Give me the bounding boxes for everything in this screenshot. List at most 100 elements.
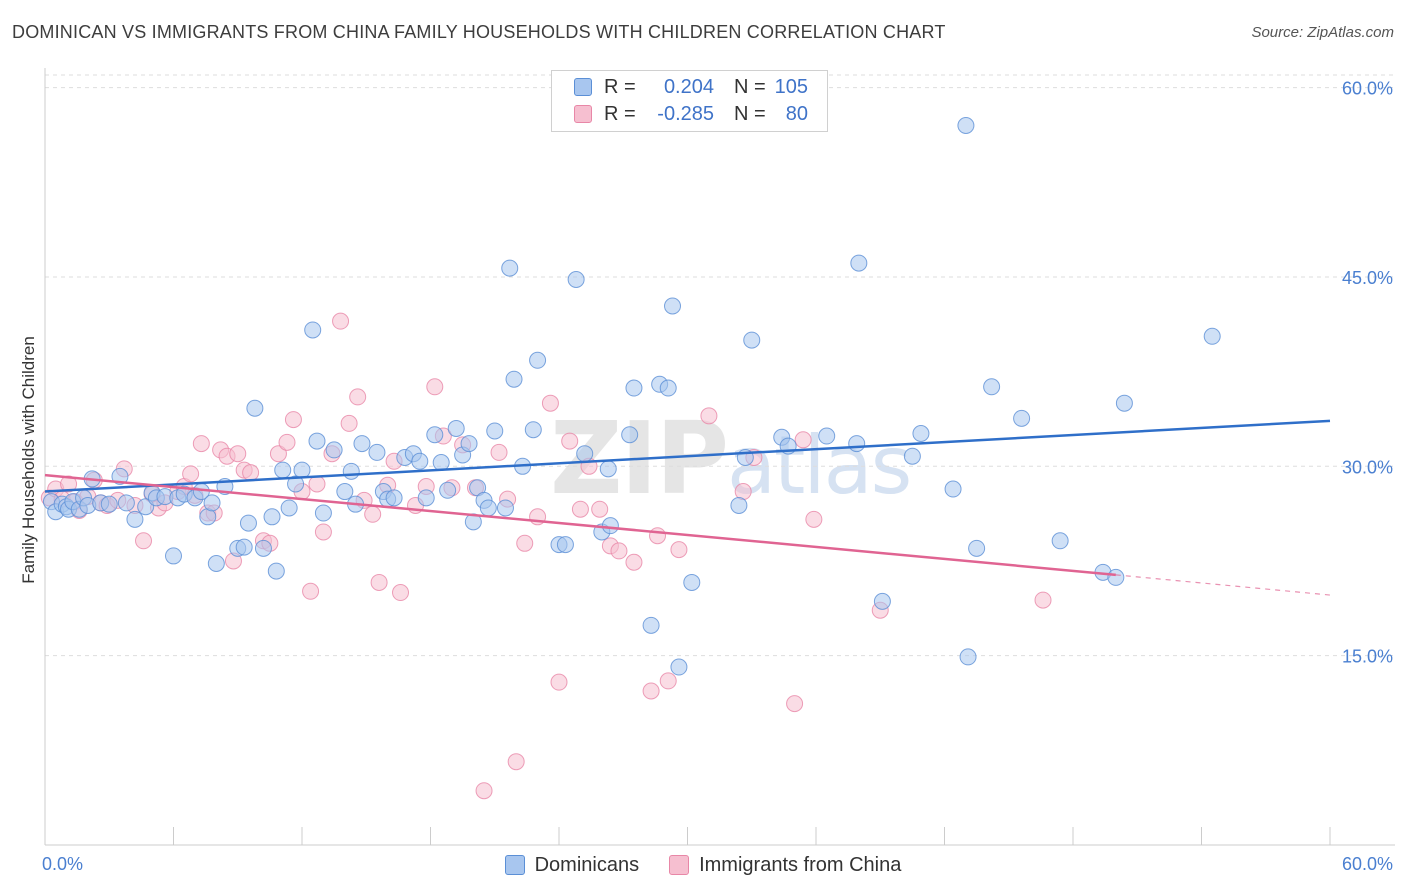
data-point-china	[550, 673, 568, 691]
legend-n-label: N =	[734, 102, 766, 125]
data-point-dominicans	[246, 399, 264, 417]
legend-r-label: R =	[604, 75, 636, 98]
y-tick-label: 30.0%	[1342, 457, 1393, 477]
data-point-dominicans	[556, 536, 574, 554]
data-point-dominicans	[486, 422, 504, 440]
trend-line-china-extension	[1115, 574, 1331, 596]
legend-label-china: Immigrants from China	[699, 853, 902, 876]
grid-layer	[45, 74, 1395, 657]
data-point-china	[700, 407, 718, 425]
data-point-dominicans	[670, 658, 688, 676]
data-point-dominicans	[280, 499, 298, 517]
data-point-dominicans	[411, 452, 429, 470]
data-point-dominicans	[1051, 532, 1069, 550]
data-point-dominicans	[274, 461, 292, 479]
data-point-dominicans	[944, 480, 962, 498]
data-point-dominicans	[239, 514, 257, 532]
legend-r-value: -0.285	[657, 102, 714, 125]
data-point-dominicans	[203, 494, 221, 512]
data-point-dominicans	[850, 254, 868, 272]
legend-swatch-pink	[574, 105, 592, 123]
data-point-dominicans	[683, 573, 701, 591]
legend-n-value: 80	[785, 102, 808, 125]
data-point-dominicans	[524, 421, 542, 439]
data-point-dominicans	[447, 419, 465, 437]
legend-item-china[interactable]: Immigrants from China	[669, 854, 901, 877]
data-point-dominicans	[664, 297, 682, 315]
data-point-china	[426, 378, 444, 396]
data-point-china	[302, 582, 320, 600]
data-point-china	[507, 753, 525, 771]
data-point-dominicans	[314, 504, 332, 522]
data-point-dominicans	[287, 475, 305, 493]
data-point-dominicans	[1115, 394, 1133, 412]
series-dominicans	[42, 116, 1221, 676]
data-point-dominicans	[601, 517, 619, 535]
trend-lines	[44, 419, 1331, 596]
data-point-dominicans	[336, 483, 354, 501]
data-point-china	[314, 523, 332, 541]
data-point-dominicans	[111, 467, 129, 485]
data-point-china	[541, 394, 559, 412]
data-point-dominicans	[983, 378, 1001, 396]
data-point-dominicans	[368, 443, 386, 461]
legend-n-value: 105	[774, 75, 808, 98]
legend-row-china: R = -0.285 N = 80	[574, 101, 808, 127]
data-point-china	[670, 541, 688, 559]
data-point-china	[269, 445, 287, 463]
data-point-dominicans	[293, 461, 311, 479]
data-point-china	[308, 475, 326, 493]
data-point-dominicans	[460, 435, 478, 453]
data-point-dominicans	[117, 494, 135, 512]
data-point-china	[1034, 591, 1052, 609]
data-point-china	[794, 431, 812, 449]
data-point-dominicans	[496, 499, 514, 517]
y-axis-title: Family Households with Children	[19, 336, 38, 584]
y-tick-label: 15.0%	[1342, 647, 1393, 667]
data-point-dominicans	[968, 539, 986, 557]
data-point-china	[278, 433, 296, 451]
data-point-dominicans	[873, 592, 891, 610]
data-point-dominicans	[730, 496, 748, 514]
data-point-china	[340, 414, 358, 432]
legend-swatch-dominicans	[504, 855, 525, 875]
tick-labels: 15.0% 30.0% 45.0% 60.0% 0.0% 60.0% Family Hous…	[19, 79, 1393, 874]
data-point-china	[370, 573, 388, 591]
trend-line-dominicans	[44, 419, 1331, 493]
data-point-dominicans	[426, 426, 444, 444]
x-tick-label: 60.0%	[1342, 854, 1393, 874]
data-point-china	[60, 475, 78, 493]
data-point-dominicans	[432, 454, 450, 472]
data-point-dominicans	[576, 445, 594, 463]
data-point-china	[610, 542, 628, 560]
legend-row-dominicans: R = 0.204 N = 105	[574, 74, 808, 100]
axis-layer	[44, 68, 1395, 846]
data-point-dominicans	[599, 460, 617, 478]
data-point-dominicans	[903, 447, 921, 465]
data-point-dominicans	[659, 379, 677, 397]
data-point-dominicans	[254, 539, 272, 557]
data-point-dominicans	[957, 116, 975, 134]
data-point-dominicans	[501, 259, 519, 277]
legend-r-label: R =	[604, 102, 636, 125]
data-point-dominicans	[263, 508, 281, 526]
data-point-dominicans	[353, 435, 371, 453]
data-point-dominicans	[567, 270, 585, 288]
data-point-dominicans	[743, 331, 761, 349]
legend-swatch-china	[669, 855, 690, 875]
data-point-china	[475, 782, 493, 800]
data-point-china	[642, 682, 660, 700]
legend-r-value: 0.204	[663, 75, 714, 98]
data-point-china	[135, 532, 153, 550]
data-point-dominicans	[529, 351, 547, 369]
legend-item-dominicans[interactable]: Dominicans	[504, 854, 639, 877]
data-point-dominicans	[304, 321, 322, 339]
data-point-china	[490, 443, 508, 461]
data-point-china	[625, 553, 643, 571]
data-point-dominicans	[165, 547, 182, 565]
data-point-dominicans	[325, 441, 343, 459]
data-point-dominicans	[385, 489, 403, 507]
data-point-dominicans	[818, 427, 836, 445]
data-point-dominicans	[235, 538, 253, 556]
